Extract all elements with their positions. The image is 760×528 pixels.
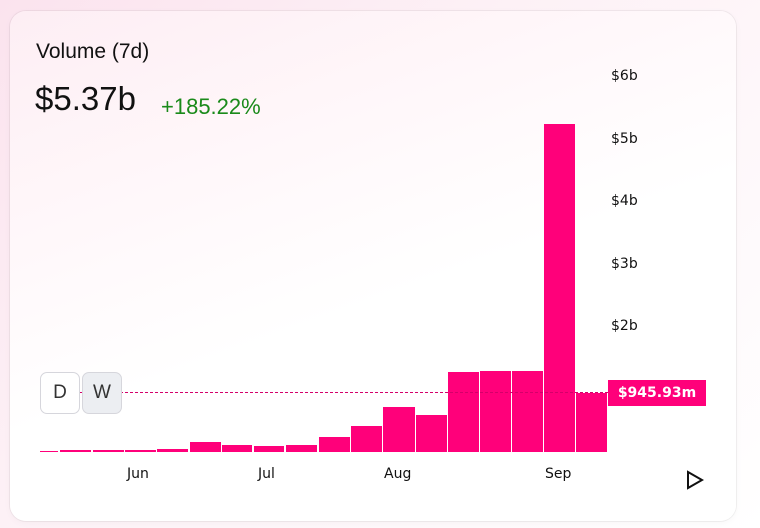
weekly-toggle-button[interactable]: W <box>82 372 122 414</box>
volume-bar[interactable] <box>93 450 124 452</box>
volume-bar[interactable] <box>254 446 284 452</box>
volume-bar[interactable] <box>190 442 221 452</box>
volume-bar[interactable] <box>157 449 188 452</box>
x-tick-aug: Aug <box>384 466 412 482</box>
volume-bar[interactable] <box>416 415 447 452</box>
y-tick-3b: $3b <box>611 256 638 272</box>
volume-bar[interactable] <box>125 450 156 452</box>
volume-value: $5.37b <box>35 80 136 117</box>
x-tick-jun: Jun <box>127 466 149 482</box>
volume-bar[interactable] <box>351 426 382 452</box>
volume-bar[interactable] <box>448 372 479 452</box>
volume-bar[interactable] <box>286 445 317 452</box>
x-tick-sep: Sep <box>545 466 572 482</box>
volume-bar[interactable] <box>319 437 350 452</box>
y-tick-6b: $6b <box>611 68 638 84</box>
hover-value-badge: $945.93m <box>608 380 706 406</box>
volume-bar[interactable] <box>60 450 91 452</box>
x-tick-jul: Jul <box>258 466 275 482</box>
volume-bar[interactable] <box>576 393 607 452</box>
hover-reference-line <box>40 392 608 393</box>
play-icon[interactable] <box>686 470 704 490</box>
volume-bar[interactable] <box>383 407 415 452</box>
volume-change: +185.22% <box>161 94 261 119</box>
volume-bar[interactable] <box>544 124 575 452</box>
volume-bar[interactable] <box>40 451 58 452</box>
card-title: Volume (7d) <box>36 40 150 63</box>
y-tick-5b: $5b <box>611 131 638 147</box>
volume-bar[interactable] <box>480 371 511 452</box>
daily-toggle-button[interactable]: D <box>40 372 80 414</box>
y-tick-2b: $2b <box>611 318 638 334</box>
volume-bar[interactable] <box>222 445 252 452</box>
volume-bar[interactable] <box>512 371 543 452</box>
y-tick-4b: $4b <box>611 193 638 209</box>
